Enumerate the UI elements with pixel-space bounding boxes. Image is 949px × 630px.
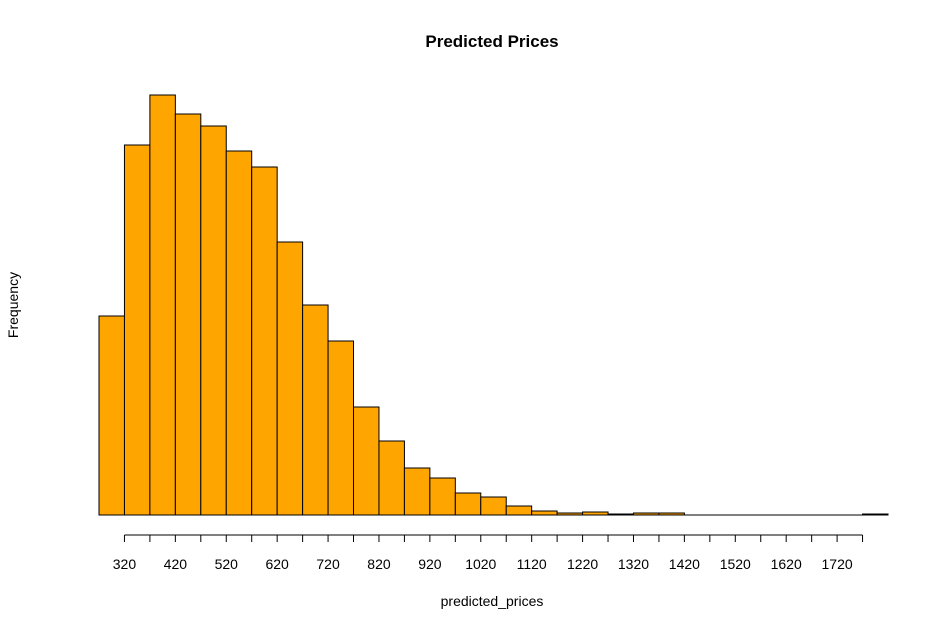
histogram-bar — [531, 510, 558, 516]
histogram-bar — [505, 505, 533, 516]
histogram-bar — [149, 94, 176, 516]
histogram-bar — [225, 150, 253, 516]
x-tick-label: 720 — [316, 556, 340, 572]
chart-title: Predicted Prices — [425, 32, 558, 51]
histogram-bar — [327, 340, 355, 516]
x-tick-label: 1220 — [567, 556, 598, 572]
histogram-bar — [251, 166, 278, 516]
y-axis-label: Frequency — [5, 272, 21, 338]
x-tick-label: 620 — [265, 556, 289, 572]
histogram-bar — [353, 406, 380, 516]
histogram-bar — [480, 496, 507, 516]
x-axis-label: predicted_prices — [441, 593, 544, 609]
histogram-bar — [174, 113, 202, 516]
histogram-bar — [302, 304, 329, 516]
x-tick-label: 1620 — [771, 556, 802, 572]
x-tick-label: 1020 — [465, 556, 496, 572]
bars-group — [98, 94, 889, 516]
histogram-bar — [429, 477, 456, 516]
histogram-bar — [98, 315, 125, 516]
x-axis: 320 420 520 620 720 820 920 1020 1120 1220 1320 142… — [113, 534, 864, 572]
histogram-bar — [378, 440, 405, 516]
x-tick-label: 320 — [113, 556, 137, 572]
histogram-bar — [403, 467, 431, 516]
histogram-bar — [454, 492, 482, 516]
x-tick-label: 1120 — [517, 556, 547, 572]
x-tick-label: 920 — [418, 556, 442, 572]
histogram-bar — [276, 241, 304, 516]
x-tick-label: 520 — [215, 556, 239, 572]
x-tick-label: 420 — [164, 556, 188, 572]
x-tick-label: 1720 — [822, 556, 853, 572]
x-tick-label: 1520 — [720, 556, 751, 572]
histogram-bar — [123, 144, 151, 516]
histogram-bar — [200, 125, 227, 516]
x-tick-label: 1420 — [669, 556, 700, 572]
x-tick-label: 820 — [367, 556, 391, 572]
x-tick-label: 1320 — [618, 556, 649, 572]
